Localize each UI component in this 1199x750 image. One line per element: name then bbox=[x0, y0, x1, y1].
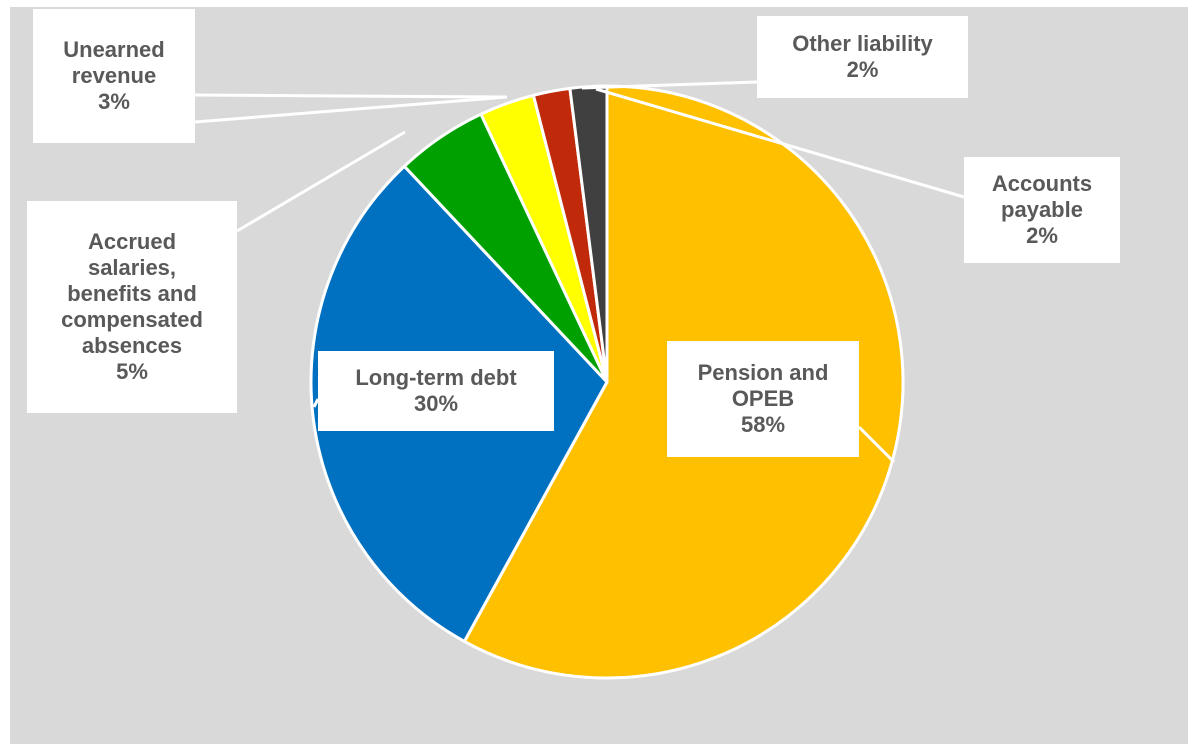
label-percent: 58% bbox=[740, 412, 786, 437]
leader-line-other-liability bbox=[581, 80, 758, 90]
label-line: compensated bbox=[61, 307, 203, 332]
data-label-pension-and-opeb: Pension and OPEB 58% bbox=[667, 341, 859, 457]
label-line: Long-term debt bbox=[355, 365, 517, 390]
leader-lines bbox=[194, 80, 965, 464]
data-label-long-term-debt: Long-term debt 30% bbox=[318, 351, 554, 431]
data-label-accounts-payable: Accounts payable 2% bbox=[964, 157, 1120, 263]
label-line: absences bbox=[81, 333, 183, 358]
label-line: revenue bbox=[71, 63, 157, 88]
label-line: payable bbox=[1001, 197, 1083, 222]
label-line: benefits and bbox=[67, 281, 197, 306]
label-line: Pension and bbox=[697, 360, 829, 385]
label-percent: 3% bbox=[98, 89, 130, 114]
label-line: Accounts bbox=[991, 171, 1093, 196]
label-percent: 2% bbox=[846, 57, 879, 82]
label-line: salaries, bbox=[87, 255, 177, 280]
label-line: Other liability bbox=[792, 31, 933, 56]
leader-line-accounts-payable bbox=[595, 87, 965, 199]
label-line: Accrued bbox=[87, 229, 177, 254]
label-percent: 5% bbox=[116, 359, 148, 384]
data-label-other-liability: Other liability 2% bbox=[757, 16, 968, 98]
label-percent: 30% bbox=[413, 391, 459, 416]
leader-line-unearned-revenue-b bbox=[194, 93, 508, 99]
label-percent: 2% bbox=[1026, 223, 1058, 248]
data-label-unearned-revenue: Unearned revenue 3% bbox=[33, 9, 195, 143]
label-line: Unearned bbox=[63, 37, 165, 62]
leader-line-pension bbox=[857, 425, 896, 464]
label-line: OPEB bbox=[731, 386, 795, 411]
leader-line-long-term-debt bbox=[312, 398, 320, 408]
leader-line-accrued-salaries bbox=[236, 130, 406, 233]
data-label-accrued-salaries: Accrued salaries, benefits and compensat… bbox=[27, 201, 237, 413]
leader-line-unearned-revenue bbox=[194, 95, 508, 124]
chart-area: Pension and OPEB 58% Long-term debt 30% … bbox=[10, 7, 1188, 744]
